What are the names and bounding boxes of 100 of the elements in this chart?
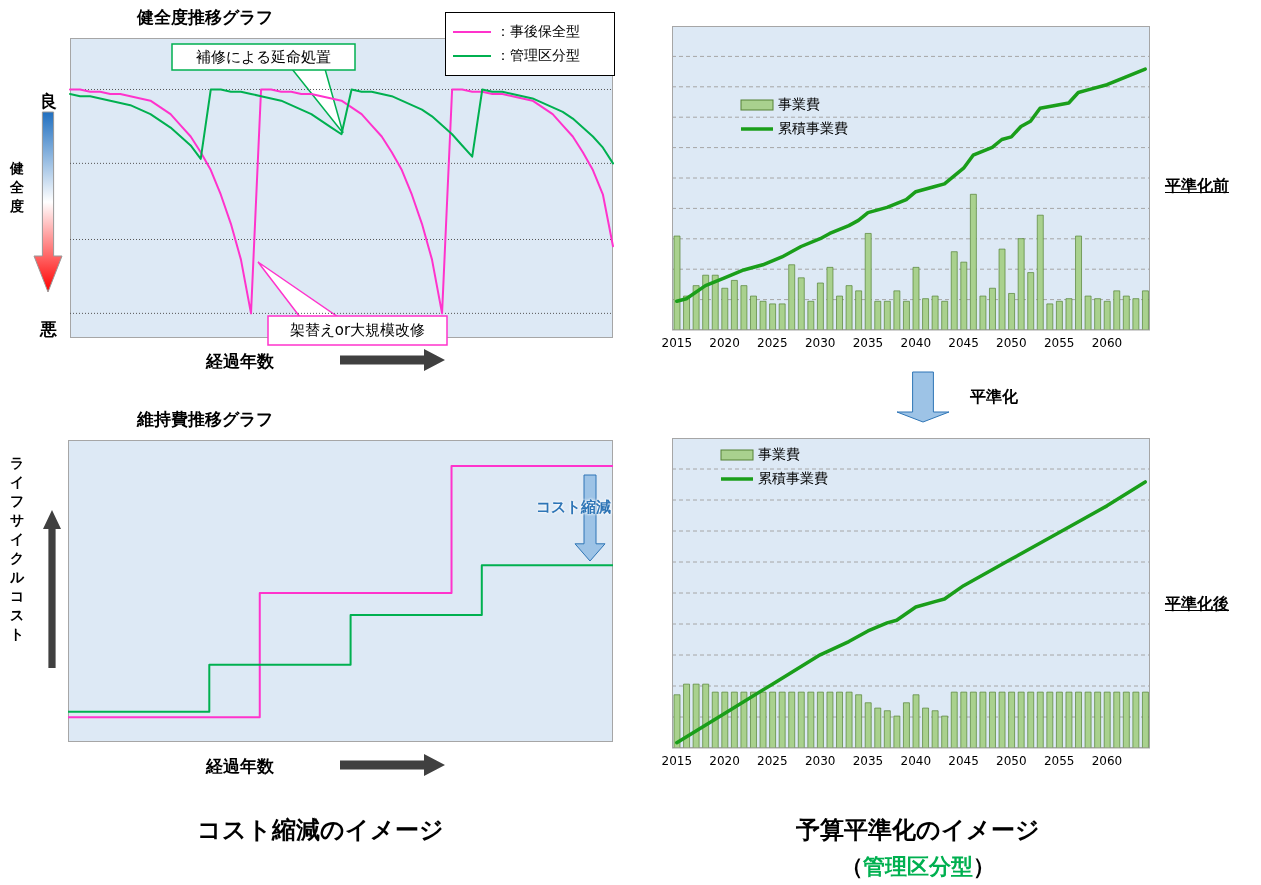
- bar: [1056, 300, 1063, 330]
- bar: [883, 710, 891, 748]
- bar: [970, 193, 977, 330]
- legend-label: 事業費: [758, 446, 800, 464]
- bar: [1017, 238, 1025, 330]
- bar: [1113, 290, 1121, 330]
- bar: [836, 295, 843, 330]
- bar: [912, 267, 920, 330]
- bar: [893, 290, 901, 330]
- text: （管理区分型）: [841, 853, 995, 881]
- bar: [922, 298, 929, 330]
- bar: [1142, 290, 1149, 330]
- bar: [1132, 691, 1140, 748]
- bar: [797, 691, 805, 748]
- x-axis-title: 経過年数: [206, 755, 274, 778]
- bar: [960, 261, 968, 330]
- bar: [883, 300, 891, 330]
- bar: [864, 702, 872, 748]
- bar: [1046, 303, 1054, 330]
- bar: [673, 235, 681, 330]
- bar: [1122, 295, 1130, 330]
- bar: [845, 691, 853, 748]
- bar: [874, 707, 882, 748]
- bar: [979, 295, 987, 330]
- bar: [1132, 298, 1140, 330]
- bar: [740, 691, 748, 748]
- x-tick-label: 2035: [852, 335, 884, 350]
- bar: [711, 274, 719, 330]
- x-tick-label: 2040: [900, 753, 932, 768]
- bar: [1008, 293, 1015, 330]
- bar: [845, 285, 853, 330]
- bar: [1084, 295, 1092, 330]
- bar: [1017, 691, 1025, 748]
- bar: [912, 694, 920, 748]
- bar: [864, 233, 872, 330]
- bar: [759, 300, 767, 330]
- bar: [711, 691, 719, 748]
- bar: [788, 691, 796, 748]
- bar: [769, 691, 776, 748]
- bar: [778, 691, 786, 748]
- x-tick-label: 2060: [1091, 335, 1123, 350]
- bar: [989, 287, 996, 330]
- x-tick-label: 2035: [852, 753, 884, 768]
- bar: [807, 300, 815, 330]
- bar: [731, 691, 738, 748]
- bar: [673, 694, 681, 748]
- bar: [941, 300, 949, 330]
- bar: [941, 715, 949, 748]
- x-tick-label: 2045: [948, 753, 979, 768]
- bar: [1056, 691, 1063, 748]
- bar: [950, 251, 958, 330]
- x-tick-label: 2020: [709, 753, 740, 768]
- bar: [788, 264, 796, 330]
- text: 良: [40, 90, 57, 113]
- text: 平準化前: [1165, 176, 1229, 197]
- x-tick-label: 2020: [709, 335, 740, 350]
- x-tick-label: 2030: [804, 335, 836, 350]
- bar: [826, 691, 834, 748]
- x-tick-label: 2030: [804, 753, 836, 768]
- bar: [970, 691, 977, 748]
- x-tick-label: 2025: [757, 335, 788, 350]
- bar: [855, 694, 862, 748]
- bar: [836, 691, 843, 748]
- bar: [1046, 691, 1054, 748]
- text: 補修による延命処置: [172, 44, 355, 70]
- bar: [721, 287, 729, 330]
- x-tick-label: 2045: [948, 335, 979, 350]
- bar: [1036, 214, 1044, 330]
- bar: [778, 303, 786, 330]
- bar: [874, 300, 882, 330]
- bar: [721, 691, 729, 748]
- bar: [960, 691, 968, 748]
- text: 平準化後: [1165, 594, 1229, 615]
- bar: [922, 707, 929, 748]
- chart-title: 維持費推移グラフ: [137, 408, 273, 431]
- text: 架替えor大規模改修: [268, 316, 447, 345]
- x-tick-label: 2040: [900, 335, 932, 350]
- bar: [817, 282, 824, 330]
- x-tick-label: 2055: [1043, 335, 1075, 350]
- bar: [998, 691, 1006, 748]
- bar: [740, 285, 748, 330]
- x-tick-label: 2015: [661, 753, 693, 768]
- x-tick-label: 2015: [661, 335, 693, 350]
- bar: [750, 295, 757, 330]
- bar: [979, 691, 987, 748]
- bar: [817, 691, 824, 748]
- text: 予算平準化のイメージ: [796, 815, 1040, 846]
- bar: [1142, 691, 1149, 748]
- bar: [1008, 691, 1015, 748]
- text: コスト縮減のイメージ: [196, 815, 444, 846]
- bar: [702, 683, 710, 748]
- x-tick-label: 2060: [1091, 753, 1123, 768]
- x-tick-label: 2050: [996, 335, 1027, 350]
- bar: [1113, 691, 1121, 748]
- y-axis-title: 健全度: [9, 160, 25, 216]
- x-axis-title: 経過年数: [206, 350, 274, 373]
- bar: [931, 295, 939, 330]
- legend-label: 事業費: [778, 96, 820, 114]
- bar: [1103, 300, 1111, 330]
- bar: [1084, 691, 1092, 748]
